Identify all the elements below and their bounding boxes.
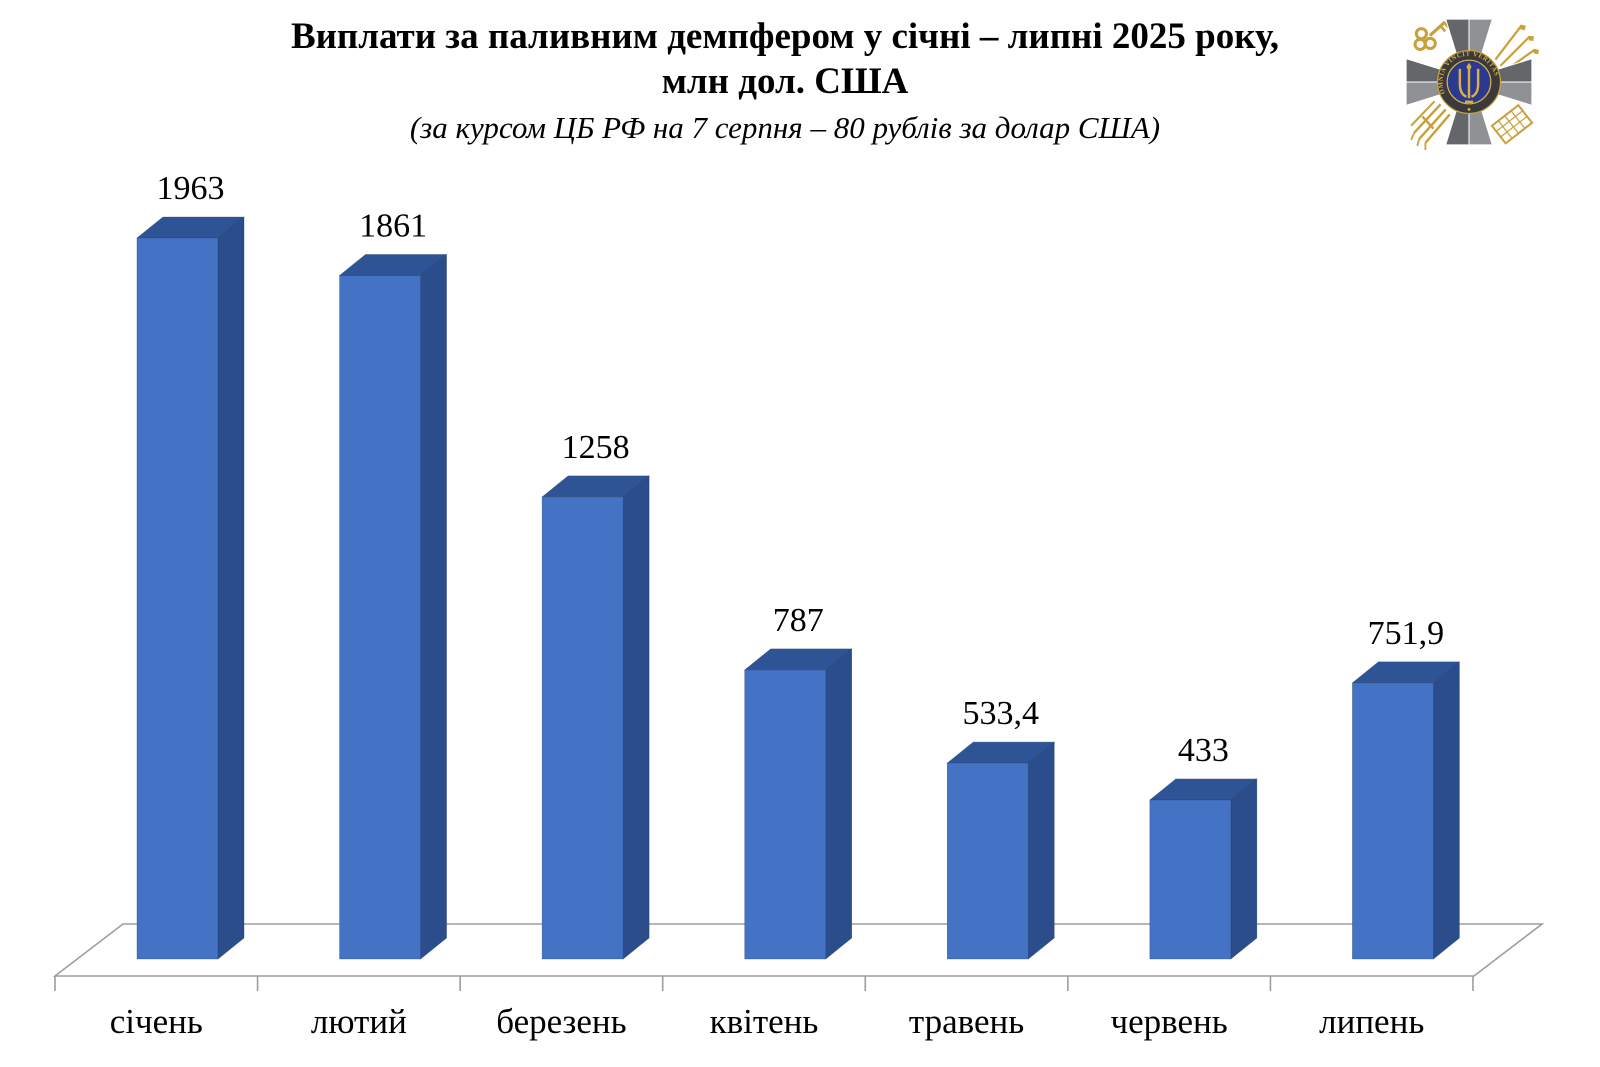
bar-value-label: 1963 xyxy=(157,170,225,207)
emblem-star-dot xyxy=(1467,107,1471,111)
bar-side-face xyxy=(217,216,245,960)
category-label: березень xyxy=(496,1002,626,1041)
bar-side-face xyxy=(1433,661,1460,960)
category-label: липень xyxy=(1319,1002,1424,1041)
bar-value-label: 787 xyxy=(773,602,824,639)
bar-квітень xyxy=(743,648,853,960)
emblem-medallion: OMNIA VINCIT VERITAS xyxy=(1436,49,1502,115)
bar-side-face xyxy=(1027,741,1055,960)
category-label: червень xyxy=(1111,1002,1228,1041)
bar-липень xyxy=(1351,661,1461,960)
chart-subtitle: (за курсом ЦБ РФ на 7 серпня – 80 рублів… xyxy=(409,110,1161,146)
bar-лютий xyxy=(338,253,448,960)
bar-side-face xyxy=(1230,778,1258,960)
chart-header: Виплати за паливним демпфером у січні – … xyxy=(0,14,1570,146)
category-label: травень xyxy=(909,1002,1024,1041)
bar-червень xyxy=(1149,778,1258,960)
bar-front-face xyxy=(1149,799,1232,960)
bar-value-label: 433 xyxy=(1178,732,1229,769)
bar-value-label: 1861 xyxy=(359,207,427,244)
bar-січень xyxy=(136,216,245,960)
bar-травень xyxy=(946,741,1056,960)
bar-side-face xyxy=(420,253,447,960)
scroll-icon xyxy=(1490,103,1534,145)
emblem-cross xyxy=(1405,18,1533,146)
bar-front-face xyxy=(541,496,624,960)
category-labels-layer: січень лютий березень квітень травень червень… xyxy=(110,1002,1425,1041)
category-label: квітень xyxy=(710,1002,819,1041)
bar-березень xyxy=(541,475,650,960)
arrows-icon xyxy=(1494,24,1540,73)
key-icon xyxy=(1413,20,1450,51)
category-label: січень xyxy=(110,1002,203,1041)
bars-layer xyxy=(136,216,1461,960)
bar-front-face xyxy=(744,669,827,960)
bar-front-face xyxy=(946,762,1029,960)
bar-value-label: 751,9 xyxy=(1368,615,1445,652)
x-axis-ticks xyxy=(54,976,1474,991)
agency-emblem: OMNIA VINCIT VERITAS xyxy=(1398,8,1540,156)
chart-title-line1: Виплати за паливним демпфером у січні – … xyxy=(290,16,1280,57)
bar-side-face xyxy=(825,648,853,960)
category-label: лютий xyxy=(311,1002,407,1041)
bar-value-label: 533,4 xyxy=(963,695,1040,732)
bar-front-face xyxy=(1352,682,1434,960)
bar-front-face xyxy=(136,237,219,960)
bar-front-face xyxy=(339,275,421,960)
agency-emblem-icon: OMNIA VINCIT VERITAS xyxy=(1405,18,1540,150)
value-labels-layer: 1963 1861 1258 787 533,4 433 751,9 xyxy=(157,170,1445,769)
bar-side-face xyxy=(622,475,650,960)
chart-title-line2: млн дол. США xyxy=(661,61,909,103)
bar-value-label: 1258 xyxy=(562,429,630,466)
chart-floor xyxy=(52,923,1545,977)
sheaf-icon xyxy=(1410,100,1451,150)
